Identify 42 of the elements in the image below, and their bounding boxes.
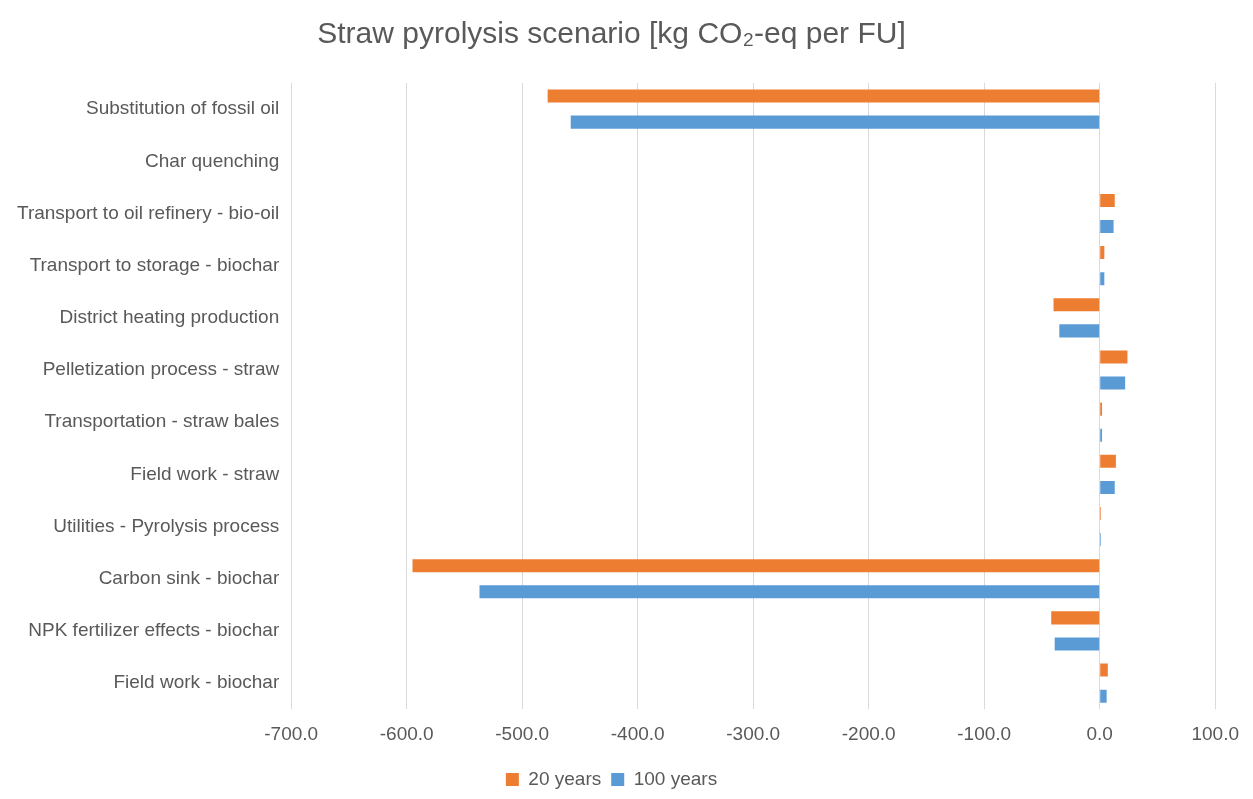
bar <box>412 559 1100 573</box>
y-tick-label: Transport to oil refinery - bio-oil <box>16 201 280 223</box>
legend-label: 100 years <box>633 767 718 789</box>
bar <box>1053 298 1100 312</box>
bar <box>547 89 1100 103</box>
y-tick-label: District heating production <box>59 306 280 328</box>
x-tick-label: -500.0 <box>495 722 550 744</box>
y-tick-label: Field work - straw <box>130 462 280 484</box>
bar <box>1100 272 1105 286</box>
x-tick-label: 0.0 <box>1086 722 1113 744</box>
y-tick-label: Transportation - straw bales <box>44 410 280 432</box>
bar <box>1100 376 1126 390</box>
legend-label: 20 years <box>528 767 602 789</box>
bar <box>1100 689 1107 703</box>
bar <box>1100 246 1105 260</box>
y-tick-label: Char quenching <box>145 149 280 171</box>
x-tick-label: -600.0 <box>379 722 434 744</box>
bar <box>1100 663 1108 677</box>
bar <box>570 115 1100 129</box>
bar <box>1059 324 1100 338</box>
x-tick-label: -200.0 <box>841 722 896 744</box>
x-tick-label: -400.0 <box>610 722 665 744</box>
bar <box>1100 480 1115 494</box>
y-tick-label: Pelletization process - straw <box>42 358 280 380</box>
y-tick-label: Utilities - Pyrolysis process <box>53 514 280 536</box>
bar <box>1051 611 1100 625</box>
x-tick-label: 100.0 <box>1191 722 1239 744</box>
x-tick-label: -300.0 <box>726 722 781 744</box>
bar <box>1100 454 1116 468</box>
bar <box>1054 637 1100 651</box>
y-tick-label: Carbon sink - biochar <box>98 566 280 588</box>
y-tick-label: Transport to storage - biochar <box>29 253 280 275</box>
x-tick-label: -100.0 <box>957 722 1012 744</box>
chart-title: Straw pyrolysis scenario [kg CO₂-eq per FU] <box>317 16 906 50</box>
y-tick-label: NPK fertilizer effects - biochar <box>28 619 280 641</box>
bar <box>1100 193 1115 207</box>
y-tick-label: Substitution of fossil oil <box>85 97 280 119</box>
x-tick-label: -700.0 <box>264 722 319 744</box>
bar <box>479 585 1100 599</box>
y-tick-label: Field work - biochar <box>113 671 280 693</box>
bar <box>1100 219 1114 234</box>
bar <box>1100 350 1128 364</box>
